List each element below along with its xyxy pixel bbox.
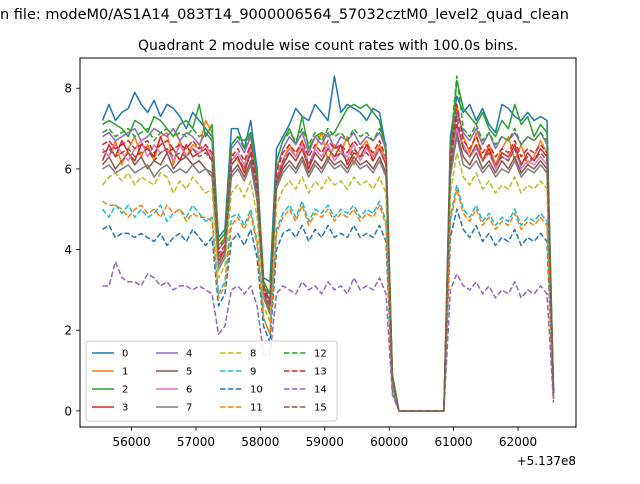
legend-label-9: 9 [250, 367, 256, 378]
x-tick-label: 61000 [435, 435, 473, 449]
series-line-10 [102, 208, 555, 412]
x-tick-label: 57000 [177, 435, 215, 449]
y-axis: 0 2 4 6 8 [64, 82, 80, 418]
x-tick-label: 62000 [499, 435, 537, 449]
series-line-11 [102, 188, 555, 412]
chart-suptitle: n file: modeM0/AS1A14_083T14_9000006564_… [0, 7, 569, 23]
series-lines [101, 75, 555, 412]
series-line-8 [101, 152, 555, 412]
legend-label-6: 6 [186, 385, 192, 396]
legend-label-8: 8 [250, 349, 256, 360]
series-line-12 [102, 75, 555, 412]
x-tick-label: 60000 [370, 435, 408, 449]
legend-label-4: 4 [186, 349, 192, 360]
legend-label-12: 12 [314, 349, 327, 360]
x-tick-label: 56000 [112, 435, 150, 449]
y-tick-label: 4 [64, 243, 72, 257]
legend-label-15: 15 [314, 403, 327, 414]
series-line-7 [102, 135, 555, 412]
x-tick-label: 58000 [241, 435, 279, 449]
legend-label-14: 14 [314, 385, 327, 396]
series-line-6 [101, 127, 555, 412]
legend-label-10: 10 [250, 385, 263, 396]
legend-label-13: 13 [314, 367, 327, 378]
y-tick-label: 6 [64, 162, 72, 176]
legend-box [85, 340, 338, 422]
legend-label-0: 0 [122, 349, 128, 360]
legend-label-5: 5 [186, 367, 192, 378]
y-tick-label: 2 [64, 324, 72, 338]
y-tick-label: 0 [64, 404, 72, 418]
series-line-0 [101, 75, 555, 412]
x-tick-label: 59000 [306, 435, 344, 449]
series-line-15 [102, 115, 555, 412]
legend-label-3: 3 [122, 403, 128, 414]
chart-title: Quadrant 2 module wise count rates with … [138, 38, 518, 54]
x-axis: 56000 57000 58000 59000 60000 61000 62000 [112, 427, 537, 449]
y-tick-label: 8 [64, 82, 72, 96]
series-line-4 [102, 111, 555, 412]
series-line-14 [102, 260, 555, 412]
legend-label-11: 11 [250, 403, 263, 414]
legend-label-1: 1 [122, 367, 128, 378]
legend-label-7: 7 [186, 403, 192, 414]
x-offset-text: +5.137e8 [517, 454, 576, 468]
legend-label-2: 2 [122, 385, 128, 396]
series-line-13 [102, 103, 555, 412]
axes-frame [79, 57, 577, 428]
series-line-2 [102, 79, 555, 412]
series-line-5 [101, 131, 555, 412]
